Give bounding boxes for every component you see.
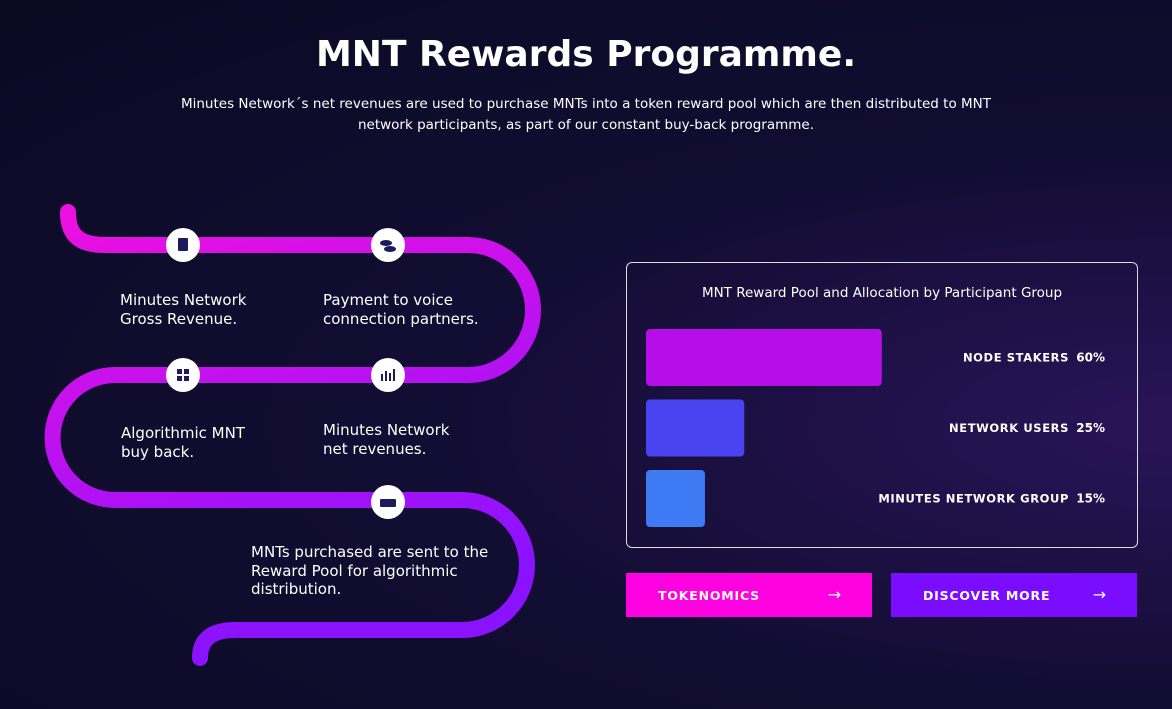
value-label: 25% bbox=[1076, 421, 1105, 435]
step-label: Payment to voice connection partners. bbox=[323, 291, 479, 328]
arrow: → bbox=[1092, 585, 1107, 604]
chart-panel: MNT Reward Pool and Allocation by Partic… bbox=[626, 262, 1138, 548]
category-label: NODE STAKERS bbox=[963, 351, 1069, 365]
chart-title: MNT Reward Pool and Allocation by Partic… bbox=[702, 285, 1062, 301]
description: Minutes Network´s net revenues are used … bbox=[180, 96, 992, 133]
bar bbox=[646, 329, 882, 386]
value-label: 60% bbox=[1076, 351, 1105, 365]
step-label: Minutes Network net revenues. bbox=[323, 421, 450, 458]
bar bbox=[646, 399, 745, 457]
flow-path bbox=[44, 204, 541, 666]
tokenomics-button[interactable]: TOKENOMICS → bbox=[626, 573, 872, 617]
path-diagram bbox=[44, 204, 541, 666]
step-label: Minutes Network Gross Revenue. bbox=[120, 291, 247, 328]
discover-button[interactable]: DISCOVER MORE → bbox=[891, 573, 1137, 617]
chart: MNT Reward Pool and Allocation by Partic… bbox=[646, 285, 1105, 527]
value-label: 15% bbox=[1076, 492, 1105, 506]
bar bbox=[646, 470, 705, 527]
step-label: MNTs purchased are sent to the Reward Po… bbox=[251, 543, 489, 598]
category-label: NETWORK USERS bbox=[949, 421, 1069, 435]
button-label: DISCOVER MORE bbox=[923, 588, 1051, 603]
button-label: TOKENOMICS bbox=[658, 588, 760, 603]
page-title: MNT Rewards Programme. bbox=[315, 34, 857, 75]
arrow: → bbox=[827, 585, 842, 604]
step-icons bbox=[166, 228, 405, 519]
icon-glyphs bbox=[177, 238, 396, 507]
step-label: Algorithmic MNT buy back. bbox=[121, 424, 245, 461]
category-label: MINUTES NETWORK GROUP bbox=[878, 492, 1069, 506]
